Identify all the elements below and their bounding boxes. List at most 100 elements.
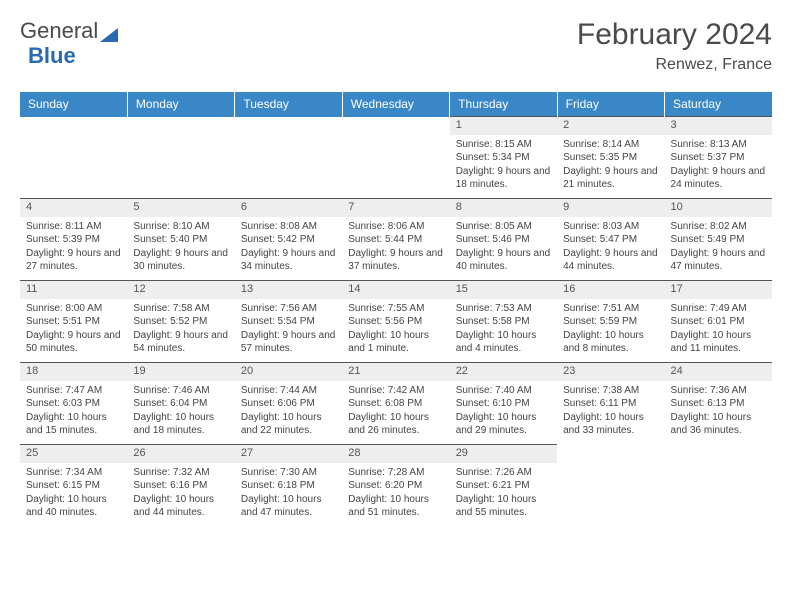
daylight-line: Daylight: 10 hours and 8 minutes. — [563, 329, 658, 356]
day-number-cell: 4 — [20, 199, 127, 217]
daylight-line: Daylight: 10 hours and 22 minutes. — [241, 411, 336, 438]
title-block: February 2024 Renwez, France — [577, 18, 772, 74]
day-number-cell — [342, 117, 449, 135]
day-number-cell: 27 — [235, 445, 342, 463]
day-number-cell — [235, 117, 342, 135]
sunrise-line: Sunrise: 7:32 AM — [133, 466, 228, 480]
sunrise-line: Sunrise: 8:11 AM — [26, 220, 121, 234]
logo-triangle-icon — [100, 26, 120, 42]
day-number-cell: 3 — [665, 117, 772, 135]
day-number-cell: 7 — [342, 199, 449, 217]
sunset-line: Sunset: 6:18 PM — [241, 479, 336, 493]
day-number-cell — [557, 445, 664, 463]
sunrise-line: Sunrise: 8:15 AM — [456, 138, 551, 152]
day-info-cell: Sunrise: 7:51 AMSunset: 5:59 PMDaylight:… — [557, 299, 664, 363]
daylight-line: Daylight: 10 hours and 1 minute. — [348, 329, 443, 356]
daylight-line: Daylight: 9 hours and 57 minutes. — [241, 329, 336, 356]
logo-text-2: Blue — [28, 43, 76, 69]
day-info-cell: Sunrise: 7:30 AMSunset: 6:18 PMDaylight:… — [235, 463, 342, 527]
day-number-cell — [20, 117, 127, 135]
sunset-line: Sunset: 5:42 PM — [241, 233, 336, 247]
dow-header: Sunday — [20, 92, 127, 117]
info-row: Sunrise: 8:00 AMSunset: 5:51 PM Daylight:… — [20, 299, 772, 363]
day-number-cell: 21 — [342, 363, 449, 381]
day-info-cell: Sunrise: 8:03 AMSunset: 5:47 PMDaylight:… — [557, 217, 664, 281]
sunrise-line: Sunrise: 7:51 AM — [563, 302, 658, 316]
daylight-line: Daylight: 9 hours and 40 minutes. — [456, 247, 551, 274]
day-info-cell: Sunrise: 7:28 AMSunset: 6:20 PMDaylight:… — [342, 463, 449, 527]
daylight-line: Daylight: 10 hours and 4 minutes. — [456, 329, 551, 356]
day-number-cell: 6 — [235, 199, 342, 217]
day-info-cell: Sunrise: 8:00 AMSunset: 5:51 PMDaylight:… — [20, 299, 127, 363]
daylight-line: Daylight: 10 hours and 51 minutes. — [348, 493, 443, 520]
day-info-cell — [342, 135, 449, 199]
sunrise-line: Sunrise: 8:02 AM — [671, 220, 766, 234]
day-info-cell: Sunrise: 7:38 AMSunset: 6:11 PMDaylight:… — [557, 381, 664, 445]
day-number-cell: 5 — [127, 199, 234, 217]
sunset-line: Sunset: 6:15 PM — [26, 479, 121, 493]
sunset-line: Sunset: 6:08 PM — [348, 397, 443, 411]
dow-header: Saturday — [665, 92, 772, 117]
daylight-line: Daylight: 10 hours and 29 minutes. — [456, 411, 551, 438]
dow-header: Thursday — [450, 92, 557, 117]
day-info-cell: Sunrise: 7:53 AMSunset: 5:58 PMDaylight:… — [450, 299, 557, 363]
day-info-cell: Sunrise: 8:02 AMSunset: 5:49 PMDaylight:… — [665, 217, 772, 281]
daylight-line: Daylight: 9 hours and 34 minutes. — [241, 247, 336, 274]
day-number-cell: 26 — [127, 445, 234, 463]
day-info-cell: Sunrise: 8:13 AMSunset: 5:37 PMDaylight:… — [665, 135, 772, 199]
day-number-cell — [127, 117, 234, 135]
dow-header: Wednesday — [342, 92, 449, 117]
daynum-row: 45678910 — [20, 199, 772, 217]
daynum-row: 123 — [20, 117, 772, 135]
sunrise-line: Sunrise: 8:03 AM — [563, 220, 658, 234]
day-info-cell: Sunrise: 7:47 AMSunset: 6:03 PMDaylight:… — [20, 381, 127, 445]
day-number-cell: 13 — [235, 281, 342, 299]
daylight-line: Daylight: 9 hours and 54 minutes. — [133, 329, 228, 356]
sunset-line: Sunset: 6:11 PM — [563, 397, 658, 411]
month-title: February 2024 — [577, 18, 772, 52]
sunrise-line: Sunrise: 7:40 AM — [456, 384, 551, 398]
sunset-line: Sunset: 5:52 PM — [133, 315, 228, 329]
sunrise-line: Sunrise: 8:10 AM — [133, 220, 228, 234]
sunset-line: Sunset: 5:40 PM — [133, 233, 228, 247]
sunrise-line: Sunrise: 7:46 AM — [133, 384, 228, 398]
sunset-line: Sunset: 5:39 PM — [26, 233, 121, 247]
day-info-cell: Sunrise: 7:56 AMSunset: 5:54 PMDaylight:… — [235, 299, 342, 363]
day-number-cell: 12 — [127, 281, 234, 299]
day-number-cell: 19 — [127, 363, 234, 381]
info-row: Sunrise: 8:15 AMSunset: 5:34 PMDaylight:… — [20, 135, 772, 199]
daylight-line: Daylight: 10 hours and 44 minutes. — [133, 493, 228, 520]
sunset-line: Sunset: 5:47 PM — [563, 233, 658, 247]
daylight-line: Daylight: 9 hours and 47 minutes. — [671, 247, 766, 274]
day-info-cell: Sunrise: 7:55 AMSunset: 5:56 PMDaylight:… — [342, 299, 449, 363]
day-info-cell: Sunrise: 7:32 AMSunset: 6:16 PMDaylight:… — [127, 463, 234, 527]
daylight-line: Daylight: 10 hours and 55 minutes. — [456, 493, 551, 520]
daylight-line: Daylight: 9 hours and 27 minutes. — [26, 247, 121, 274]
day-info-cell: Sunrise: 8:15 AMSunset: 5:34 PMDaylight:… — [450, 135, 557, 199]
day-info-cell: Sunrise: 7:36 AMSunset: 6:13 PMDaylight:… — [665, 381, 772, 445]
day-info-cell — [557, 463, 664, 527]
info-row: Sunrise: 8:11 AMSunset: 5:39 PMDaylight:… — [20, 217, 772, 281]
sunset-line: Sunset: 6:01 PM — [671, 315, 766, 329]
sunrise-line: Sunrise: 7:28 AM — [348, 466, 443, 480]
sunset-line: Sunset: 6:13 PM — [671, 397, 766, 411]
location: Renwez, France — [577, 56, 772, 74]
daylight-line: Daylight: 9 hours and 37 minutes. — [348, 247, 443, 274]
day-info-cell — [127, 135, 234, 199]
day-info-cell: Sunrise: 8:06 AMSunset: 5:44 PMDaylight:… — [342, 217, 449, 281]
day-number-cell: 1 — [450, 117, 557, 135]
sunset-line: Sunset: 5:51 PM — [26, 315, 121, 329]
day-info-cell: Sunrise: 8:14 AMSunset: 5:35 PMDaylight:… — [557, 135, 664, 199]
day-number-cell: 9 — [557, 199, 664, 217]
sunrise-line: Sunrise: 8:00 AM — [26, 302, 121, 316]
dow-header: Friday — [557, 92, 664, 117]
day-number-cell: 25 — [20, 445, 127, 463]
daylight-line: Daylight: 9 hours and 21 minutes. — [563, 165, 658, 192]
daylight-line: Daylight: 9 hours and 44 minutes. — [563, 247, 658, 274]
daylight-line: Daylight: 9 hours and 24 minutes. — [671, 165, 766, 192]
day-number-cell: 23 — [557, 363, 664, 381]
day-info-cell: Sunrise: 7:49 AMSunset: 6:01 PMDaylight:… — [665, 299, 772, 363]
sunset-line: Sunset: 5:58 PM — [456, 315, 551, 329]
sunrise-line: Sunrise: 7:55 AM — [348, 302, 443, 316]
daylight-line: Daylight: 10 hours and 26 minutes. — [348, 411, 443, 438]
